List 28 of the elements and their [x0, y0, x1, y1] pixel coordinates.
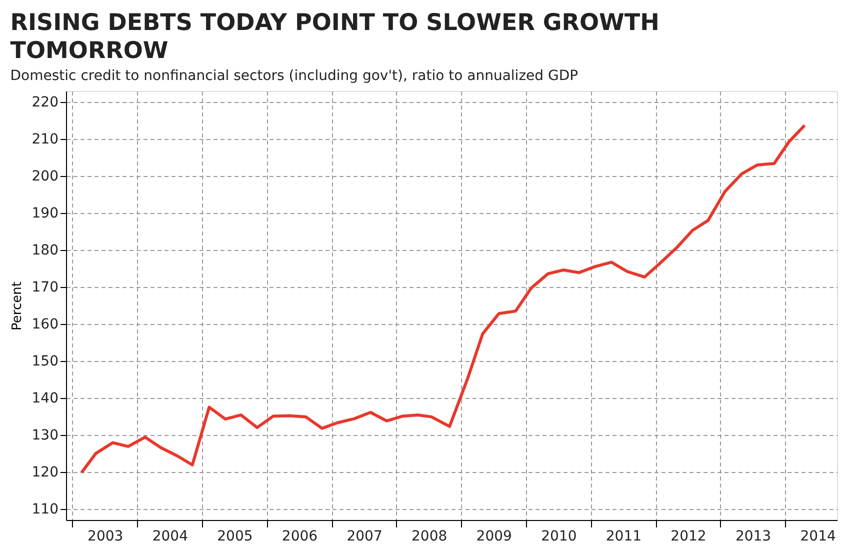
y-tick-label: 190: [32, 206, 58, 222]
line-series: [80, 124, 806, 474]
y-tick-label: 120: [32, 464, 58, 480]
x-tick-label: 2009: [476, 528, 512, 544]
chart-title: RISING DEBTS TODAY POINT TO SLOWER GROWTH TOMORROW: [10, 10, 660, 64]
chart-subtitle: Domestic credit to nonfinancial sectors (including gov't), ratio to annualized GDP: [10, 68, 578, 84]
y-tick-label: 180: [32, 242, 58, 259]
y-tick-label: 150: [32, 353, 58, 370]
y-tick-label: 220: [32, 94, 58, 111]
y-tick-label: 110: [32, 501, 58, 518]
x-tick-label: 2004: [152, 528, 188, 544]
x-tick-label: 2011: [606, 528, 642, 544]
y-tick-label: 160: [32, 316, 58, 332]
y-tick-label: 170: [32, 280, 58, 296]
x-tick-label: 2010: [541, 528, 577, 544]
x-tick-label: 2003: [88, 528, 124, 544]
y-tick-label: 130: [32, 427, 58, 444]
y-tick-label: 210: [32, 132, 58, 148]
x-tick-label: 2006: [282, 528, 318, 544]
x-tick-label: 2014: [800, 528, 836, 544]
x-tick-label: 2013: [735, 528, 772, 544]
x-tick-label: 2005: [217, 528, 253, 544]
x-tick-label: 2007: [346, 528, 382, 544]
x-tick-label: 2008: [412, 528, 448, 544]
y-tick-label: 200: [32, 168, 58, 185]
x-tick-label: 2012: [670, 528, 706, 544]
y-axis-title: Percent: [10, 282, 25, 330]
y-tick-label: 140: [32, 390, 58, 406]
